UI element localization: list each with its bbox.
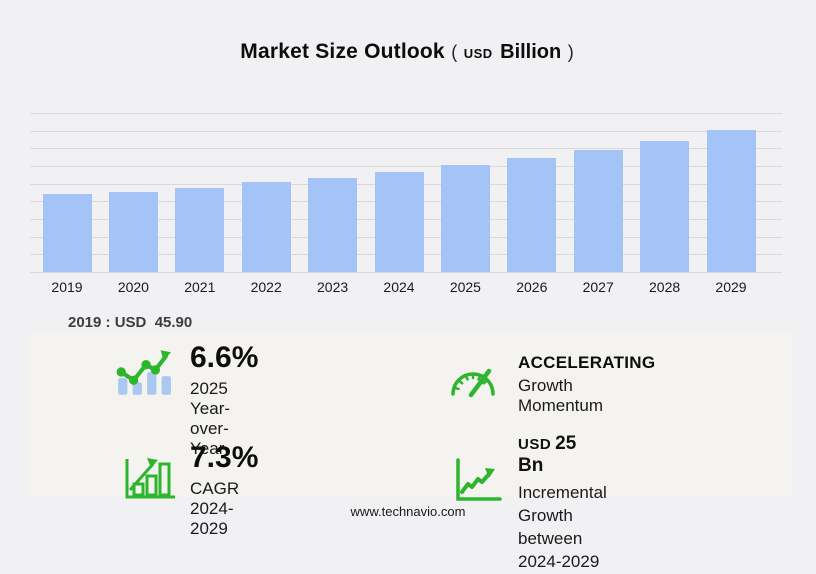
incremental-currency: USD: [518, 436, 552, 453]
x-axis-label-2029: 2029: [715, 279, 747, 295]
x-axis-label-2023: 2023: [317, 279, 349, 295]
gridline: [30, 165, 782, 167]
bar-2023: [308, 177, 358, 272]
stat-text-cagr: 7.3% CAGR 2024-2029: [190, 443, 258, 539]
yoy-trend-icon: [115, 347, 173, 404]
stat-text-momentum: ACCELERATING Growth Momentum: [518, 353, 655, 416]
title-unit: Billion: [500, 41, 562, 63]
x-axis-label-2019: 2019: [51, 279, 83, 295]
title-paren-close: ): [567, 42, 574, 62]
bar-2020: [108, 191, 158, 272]
market-size-bar-chart: 2019 2020 2021 2022 2023 2024 2025 2026 2027 2028…: [30, 100, 790, 300]
bar-growth-icon: [121, 451, 177, 506]
incremental-label-line2: between 2024-2029: [518, 528, 600, 571]
x-axis-label-2022: 2022: [250, 279, 282, 295]
incremental-value-row: USD 25 Bn: [518, 433, 607, 477]
momentum-label: Growth Momentum: [518, 376, 604, 415]
x-axis-label-2028: 2028: [649, 279, 681, 295]
bar-2025: [440, 165, 490, 272]
x-axis-label-2024: 2024: [383, 279, 415, 295]
bar-2021: [175, 187, 225, 272]
gridline: [30, 272, 782, 273]
bar-2019: [42, 193, 92, 272]
footer-url: www.technavio.com: [350, 504, 466, 519]
gridline: [30, 148, 782, 150]
gauge-icon: [448, 356, 498, 403]
incremental-value: 25 Bn: [518, 433, 577, 476]
line-chart-up-icon: [448, 455, 504, 510]
x-axis-label-2021: 2021: [184, 279, 216, 295]
bar-2027: [573, 149, 623, 272]
yoy-label: 2025 Year-over-Year: [190, 379, 231, 458]
x-axis-label-2020: 2020: [117, 279, 149, 295]
yoy-value: 6.6%: [190, 341, 259, 374]
page-title: Market Size Outlook ( USD Billion ): [0, 40, 816, 64]
title-currency: USD: [463, 46, 493, 61]
title-main: Market Size Outlook: [240, 40, 445, 63]
x-axis-label-2026: 2026: [516, 279, 548, 295]
bar-2022: [241, 182, 291, 272]
gridline: [30, 112, 782, 114]
bar-2024: [374, 172, 424, 272]
incremental-label-line1: Incremental Growth: [518, 483, 607, 525]
gridline: [30, 130, 782, 132]
x-axis-label-2027: 2027: [582, 279, 614, 295]
title-paren-open: (: [451, 42, 458, 62]
x-axis-label-2025: 2025: [449, 279, 481, 295]
stats-panel: 6.6% 2025 Year-over-Year ACCELERATING: [29, 333, 792, 571]
bar-2029: [706, 129, 756, 272]
base-year-annotation: 2019 : USD 45.90: [68, 314, 193, 331]
momentum-value: ACCELERATING: [518, 353, 656, 372]
stat-text-yoy: 6.6% 2025 Year-over-Year: [190, 343, 258, 459]
bar-2028: [640, 140, 690, 272]
bar-2026: [507, 157, 557, 272]
cagr-value: 7.3%: [190, 441, 259, 474]
